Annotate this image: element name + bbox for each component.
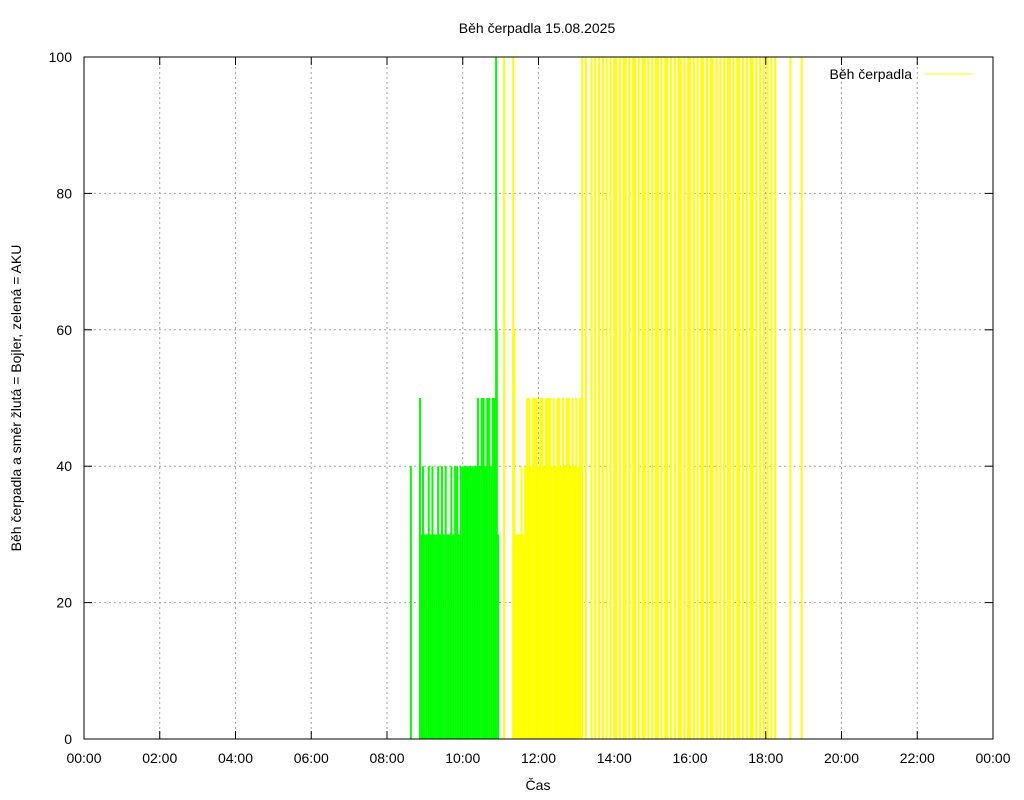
y-tick-label: 100: [49, 49, 73, 65]
x-tick-label: 04:00: [218, 750, 253, 766]
legend-label: Běh čerpadla: [829, 66, 912, 82]
y-tick-label: 20: [56, 595, 72, 611]
y-tick-label: 80: [56, 185, 72, 201]
plot-frame: [83, 56, 994, 740]
x-tick-label: 10:00: [445, 750, 480, 766]
chart-title: Běh čerpadla 15.08.2025: [459, 20, 616, 36]
x-tick-label: 14:00: [597, 750, 632, 766]
x-tick-label: 12:00: [521, 750, 556, 766]
x-tick-label: 00:00: [66, 750, 101, 766]
x-tick-label: 22:00: [900, 750, 935, 766]
x-tick-label: 18:00: [748, 750, 783, 766]
y-tick-label: 0: [64, 731, 72, 747]
x-tick-label: 08:00: [369, 750, 404, 766]
x-tick-label: 06:00: [294, 750, 329, 766]
x-tick-label: 00:00: [975, 750, 1010, 766]
x-tick-label: 20:00: [824, 750, 859, 766]
y-tick-label: 40: [56, 458, 72, 474]
x-axis-label: Čas: [526, 777, 551, 793]
x-tick-label: 02:00: [142, 750, 177, 766]
y-tick-label: 60: [56, 322, 72, 338]
y-axis-label: Běh čerpadla a směr žlutá = Bojler, zele…: [8, 245, 24, 552]
x-tick-label: 16:00: [672, 750, 707, 766]
